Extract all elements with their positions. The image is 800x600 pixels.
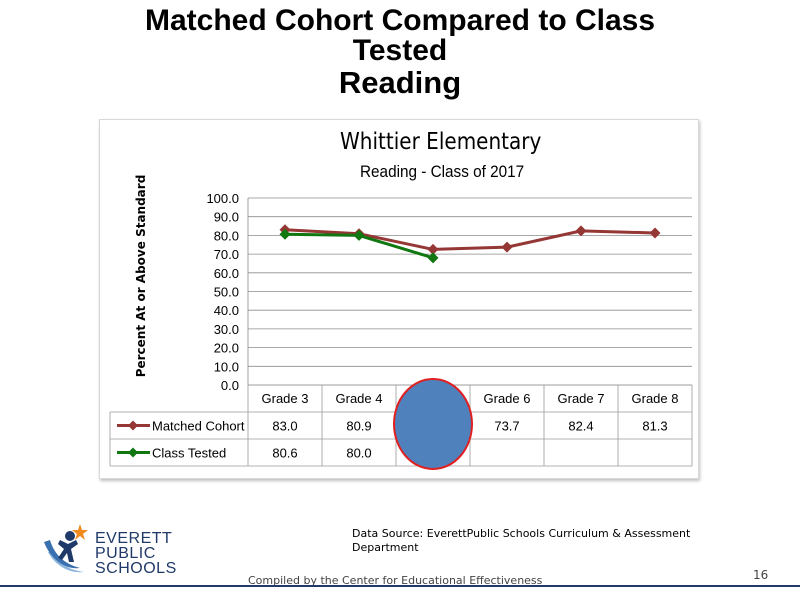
x-category-label: Grade 7	[558, 391, 605, 406]
data-point-marker	[279, 228, 291, 240]
logo-text-line2: PUBLIC	[95, 545, 156, 562]
table-cell-value: 83.0	[272, 419, 297, 434]
data-source-note: Data Source: EverettPublic Schools Curri…	[352, 527, 691, 554]
data-point-marker	[649, 227, 661, 239]
table-cell-value: 80.9	[346, 419, 371, 434]
x-category-label: Grade 3	[262, 391, 309, 406]
x-category-label: Grade 6	[484, 391, 531, 406]
y-tick-label: 30.0	[214, 322, 239, 337]
y-tick-label: 100.0	[206, 191, 239, 206]
data-point-marker	[575, 225, 587, 237]
y-tick-label: 70.0	[214, 247, 239, 262]
table-cell-value: 82.4	[568, 419, 593, 434]
table-cell-value: 80.0	[346, 446, 371, 461]
logo	[40, 522, 190, 582]
logo-figure-icon	[44, 524, 88, 573]
x-category-label: Grade 4	[336, 391, 383, 406]
logo-text-line3: SCHOOLS	[95, 560, 177, 577]
table-cell-value: 81.3	[642, 419, 667, 434]
y-tick-label: 60.0	[214, 266, 239, 281]
data-point-marker	[427, 252, 439, 264]
y-tick-label: 0.0	[221, 378, 239, 393]
legend-key-marker	[128, 447, 138, 458]
legend-label: Class Tested	[152, 446, 226, 461]
slide-title-line2: Tested	[352, 34, 448, 67]
slide-title-line3: Reading	[338, 65, 462, 100]
annotation-oval	[393, 378, 473, 470]
legend-label: Matched Cohort	[152, 419, 245, 434]
data-point-marker	[501, 241, 513, 253]
compiled-by-note: Compiled by the Center for Educational E…	[248, 574, 543, 587]
footer-rule	[0, 585, 800, 587]
y-tick-label: 20.0	[214, 341, 239, 356]
data-point-marker	[427, 243, 439, 255]
series-line-0	[284, 228, 656, 251]
x-category-label: Grade 8	[632, 391, 679, 406]
slide-title: Matched Cohort Compared to Class Tested …	[0, 6, 800, 100]
chart-subtitle: Reading - Class of 2017	[360, 162, 525, 181]
table-cell-value: 80.6	[272, 446, 297, 461]
chart-title: Whittier Elementary	[340, 129, 542, 155]
y-tick-label: 40.0	[214, 303, 239, 318]
page-number: 16	[753, 568, 769, 582]
logo-text-line1: EVERETT	[95, 530, 173, 547]
y-tick-label: 50.0	[214, 285, 239, 300]
legend-key-marker	[128, 420, 138, 431]
data-point-marker	[353, 229, 365, 241]
y-tick-label: 10.0	[214, 359, 239, 374]
y-tick-label: 80.0	[214, 228, 239, 243]
table-cell-value: 73.7	[494, 419, 519, 434]
slide-title-line1: Matched Cohort Compared to Class	[144, 4, 656, 37]
y-tick-label: 90.0	[214, 210, 239, 225]
logo-text: EVERETT PUBLIC SCHOOLS	[95, 530, 177, 577]
